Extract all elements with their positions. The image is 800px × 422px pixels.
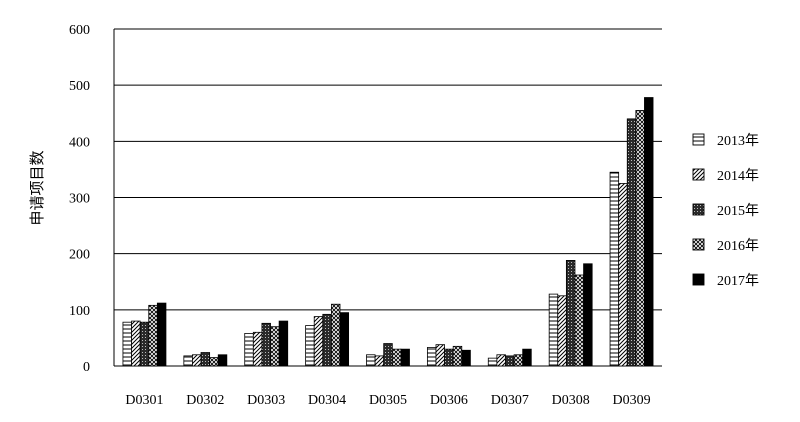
bar-D0308-2014年 [557,295,567,367]
bar-D0306-2017年 [461,349,471,367]
tick-labels: 0 100 200 300 400 500 600 D0301 D0302 D0303 D0304 D… [69,23,651,408]
bar-D0306-2013年 [426,347,437,367]
legend-swatch [692,133,705,146]
bar-D0308-2016年 [574,274,584,367]
bar-D0308-2017年 [583,263,593,367]
x-tick-label: D0303 [247,393,285,408]
bar-D0306-2015年 [444,348,454,367]
bar-D0305-2015年 [383,343,393,367]
bar-D0302-2013年 [183,355,193,367]
bar-D0303-2013年 [244,333,254,367]
y-axis-label: 申请项目数 [28,150,46,225]
bar-D0309-2013年 [609,171,620,367]
grid [114,28,662,311]
bar-D0303-2017年 [278,320,289,367]
bar-D0303-2015年 [261,322,271,367]
y-tick-label: 200 [69,248,90,263]
bar-D0305-2017年 [400,348,410,367]
bar-D0301-2016年 [148,304,158,367]
bar-D0301-2017年 [156,302,167,367]
bar-D0303-2016年 [270,326,280,367]
legend-label: 2017年 [717,273,759,289]
bar-D0302-2017年 [217,354,228,367]
legend: 2013年 2014年 2015年 2016年 2017年 [692,133,759,289]
bar-D0305-2016年 [391,348,402,367]
x-tick-label: D0308 [552,393,590,408]
bar-D0304-2013年 [305,325,315,367]
y-tick-label: 100 [69,304,90,319]
x-tick-label: D0307 [491,393,529,408]
y-tick-label: 300 [69,192,90,207]
bar-D0309-2015年 [626,118,637,367]
y-tick-label: 0 [83,360,90,375]
bar-D0305-2014年 [374,355,385,367]
bar-D0302-2014年 [192,354,202,367]
x-tick-label: D0309 [612,393,650,408]
bar-D0304-2016年 [331,303,341,367]
bar-D0304-2014年 [313,316,324,367]
y-tick-label: 400 [69,135,90,150]
bar-D0307-2017年 [522,348,532,367]
bar-D0301-2013年 [122,321,132,367]
x-tick-label: D0301 [125,393,163,408]
legend-swatch [692,273,705,286]
x-tick-label: D0302 [186,393,224,408]
legend-label: 2016年 [717,238,759,254]
bar-D0309-2016年 [635,110,645,367]
bar-D0308-2013年 [548,293,559,367]
bar-D0305-2013年 [366,354,376,367]
bar-D0306-2016年 [452,345,463,367]
bar-D0306-2014年 [435,344,445,367]
legend-label: 2015年 [717,203,759,219]
legend-swatch [692,168,705,181]
bar-D0302-2015年 [200,352,211,367]
bar-D0307-2016年 [513,354,524,367]
bars [122,97,654,367]
bar-D0303-2014年 [252,331,263,367]
bar-D0307-2013年 [487,357,498,367]
legend-swatch [692,203,705,216]
bar-D0307-2015年 [505,355,515,367]
bar-D0309-2017年 [644,97,654,367]
bar-D0309-2014年 [618,183,628,367]
bar-D0307-2014年 [496,354,506,367]
bar-D0304-2017年 [339,312,350,367]
legend-label: 2014年 [717,168,759,184]
bar-D0301-2015年 [139,321,150,367]
x-tick-label: D0306 [430,393,468,408]
legend-label: 2013年 [717,133,759,149]
bar-D0308-2015年 [565,260,576,367]
x-tick-label: D0304 [308,393,346,408]
bar-D0304-2015年 [322,313,332,367]
legend-swatch [692,238,705,251]
bar-D0302-2016年 [209,357,219,367]
bar-D0301-2014年 [131,320,141,367]
x-tick-label: D0305 [369,393,407,408]
y-tick-label: 500 [69,79,90,94]
y-tick-label: 600 [69,23,90,38]
